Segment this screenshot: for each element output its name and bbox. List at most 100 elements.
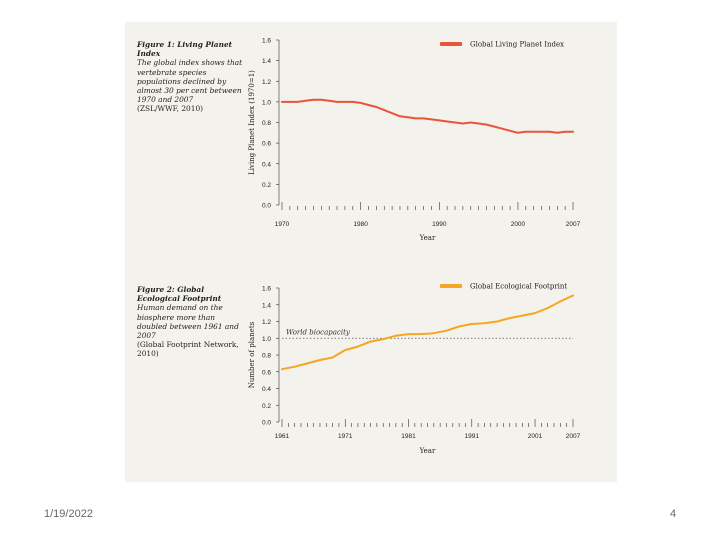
- chart1-data-point: [288, 100, 291, 103]
- chart1-data-point: [477, 122, 480, 125]
- chart1-y-tick-label: 1.4: [262, 58, 271, 65]
- chart2-data-point: [572, 294, 574, 297]
- chart2-data-point: [521, 314, 524, 317]
- chart2-x-tick-label: 2007: [566, 433, 581, 440]
- chart1-data-point: [548, 130, 551, 133]
- chart2-data-point: [319, 359, 321, 361]
- chart2-x-axis-title: Year: [419, 447, 436, 455]
- chart2-data-point: [420, 333, 423, 335]
- chart2-data-point: [496, 320, 498, 323]
- chart1-x-tick-label: 2000: [511, 221, 526, 228]
- chart2-data-point: [559, 300, 562, 303]
- figure2-caption-body: Human demand on the biosphere more than …: [137, 303, 239, 341]
- chart1-data-point: [367, 104, 370, 106]
- footer-date: 1/19/2022: [44, 508, 93, 520]
- chart2-series-line: [281, 294, 574, 371]
- chart1-data-point: [564, 130, 567, 133]
- chart1-data-point: [501, 127, 504, 130]
- chart2-y-tick-label: 0.0: [262, 420, 271, 427]
- chart1-data-point: [556, 131, 559, 134]
- chart2-data-point: [357, 345, 359, 348]
- chart1-data-point: [281, 100, 283, 103]
- chart2-y-tick-label: 1.2: [262, 319, 271, 326]
- chart1-y-tick-label: 0.0: [262, 203, 271, 210]
- chart2-x-tick-label: 1991: [465, 433, 480, 440]
- chart1-data-point: [454, 121, 456, 124]
- chart1-legend-swatch: [440, 42, 462, 46]
- chart1-data-point: [532, 130, 535, 133]
- chart2-data-point: [331, 356, 334, 359]
- chart2-data-point: [382, 338, 385, 340]
- footer-page-number: 4: [670, 508, 677, 520]
- chart2-data-point: [534, 312, 536, 315]
- chart2-x-tick-label: 1971: [338, 433, 353, 440]
- chart2-legend-swatch: [440, 284, 462, 288]
- chart2-y-axis-title: Number of planets: [248, 321, 256, 388]
- chart1-data-point: [344, 100, 346, 103]
- chart1-data-point: [485, 123, 488, 126]
- chart1-data-point: [414, 117, 417, 120]
- chart2-data-point: [306, 362, 309, 365]
- chart2-data-point: [445, 329, 448, 332]
- chart2-x-tick-label: 1961: [275, 433, 290, 440]
- figure2-caption-title: Figure 2: Global Ecological Footprint: [137, 285, 222, 304]
- chart1-x-tick-label: 1990: [432, 221, 447, 228]
- chart1-data-point: [375, 106, 378, 108]
- chart2-data-point: [470, 323, 473, 325]
- chart1-data-point: [430, 118, 433, 121]
- chart1-data-point: [493, 125, 496, 128]
- chart1-data-point: [509, 129, 511, 132]
- chart1-x-tick-label: 1970: [275, 221, 290, 228]
- chart2-x-tick-label: 2001: [528, 433, 543, 440]
- chart2-y-tick-label: 1.4: [262, 302, 271, 309]
- chart1-y-tick-label: 0.6: [262, 141, 271, 148]
- chart1-data-point: [524, 130, 527, 133]
- chart1-data-point: [351, 100, 354, 103]
- chart1-data-point: [540, 130, 543, 133]
- chart1-data-point: [406, 116, 409, 119]
- chart1-y-axis-title: Living Planet Index (1970=1): [248, 70, 256, 175]
- chart1-data-point: [312, 98, 315, 101]
- chart2-data-point: [394, 334, 397, 337]
- chart1-data-point: [469, 121, 472, 124]
- chart1-data-point: [572, 130, 574, 133]
- figure2-caption-source: (Global Footprint Network, 2010): [137, 340, 239, 359]
- chart2-data-point: [432, 332, 435, 335]
- chart1-data-point: [296, 100, 299, 103]
- figure1-caption-body: The global index shows that vertebrate s…: [137, 58, 243, 105]
- chart2-y-tick-label: 0.4: [262, 386, 271, 393]
- chart1-data-point: [438, 119, 441, 122]
- chart1-data-point: [399, 115, 401, 118]
- chart1-y-tick-label: 1.2: [262, 79, 271, 86]
- chart1-y-tick-label: 0.4: [262, 161, 271, 168]
- chart1-y-tick-label: 0.2: [262, 182, 271, 189]
- chart2-data-point: [407, 333, 410, 335]
- chart1-data-point: [517, 131, 519, 134]
- chart1-data-point: [304, 99, 307, 102]
- chart2-x-tick-label: 1981: [401, 433, 416, 440]
- chart2-y-tick-label: 1.6: [262, 286, 271, 293]
- chart2-data-point: [458, 325, 461, 328]
- chart1-data-point: [461, 122, 464, 125]
- chart1-data-point: [383, 109, 386, 112]
- figure2-caption: Figure 2: Global Ecological Footprint Hu…: [137, 285, 247, 359]
- chart2-data-point: [483, 322, 486, 325]
- chart1-data-point: [328, 99, 331, 102]
- chart1-legend-label: Global Living Planet Index: [470, 41, 564, 49]
- chart2-y-tick-label: 1.0: [262, 336, 271, 343]
- chart1-data-point: [391, 112, 394, 115]
- chart2-y-tick-label: 0.2: [262, 403, 271, 410]
- chart2-data-point: [369, 340, 372, 343]
- figure1-caption-source: (ZSL/WWF, 2010): [137, 104, 204, 114]
- chart2-y-tick-label: 0.8: [262, 353, 271, 360]
- chart2-data-point: [546, 307, 549, 309]
- chart2-data-point: [293, 365, 296, 368]
- chart2-data-point: [508, 317, 511, 320]
- figure1-caption: Figure 1: Living Planet Index The global…: [137, 40, 247, 114]
- chart2-reference-label: World biocapacity: [286, 328, 351, 336]
- figure1-caption-title: Figure 1: Living Planet Index: [137, 40, 233, 59]
- chart1-y-tick-label: 0.8: [262, 120, 271, 127]
- chart1-data-point: [359, 102, 362, 104]
- chart1-data-point: [446, 120, 449, 123]
